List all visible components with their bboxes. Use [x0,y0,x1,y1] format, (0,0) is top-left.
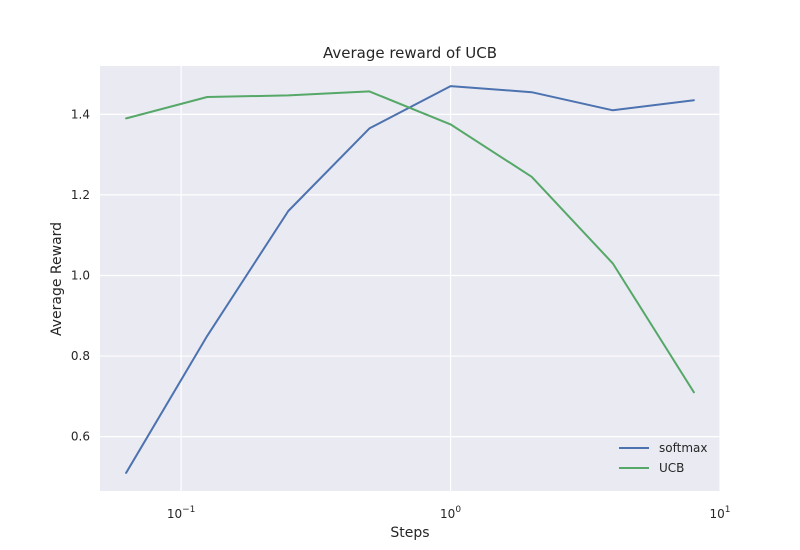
x-tick-labels: 10−1 100 101 [167,505,731,521]
chart-title: Average reward of UCB [323,44,497,62]
horizontal-gridlines [100,113,720,438]
y-tick-labels: 0.6 0.8 1.0 1.2 1.4 [71,107,90,443]
y-tick-label: 1.0 [71,268,90,282]
y-tick-label: 1.4 [71,107,90,121]
vertical-gridlines [180,66,721,491]
series-lines [125,85,695,474]
plot-area [100,66,720,491]
x-tick-label: 101 [709,505,730,521]
x-tick-label: 10−1 [167,505,196,521]
x-axis-label: Steps [390,525,429,541]
legend-label-softmax: softmax [659,441,707,455]
series-line-ucb [125,90,695,394]
y-tick-label: 0.8 [71,349,90,363]
y-axis-label: Average Reward [49,222,65,336]
y-tick-label: 1.2 [71,188,90,202]
legend-label-ucb: UCB [659,461,684,475]
legend: softmax UCB [619,441,707,475]
x-tick-label: 100 [440,505,461,521]
y-tick-label: 0.6 [71,430,90,444]
